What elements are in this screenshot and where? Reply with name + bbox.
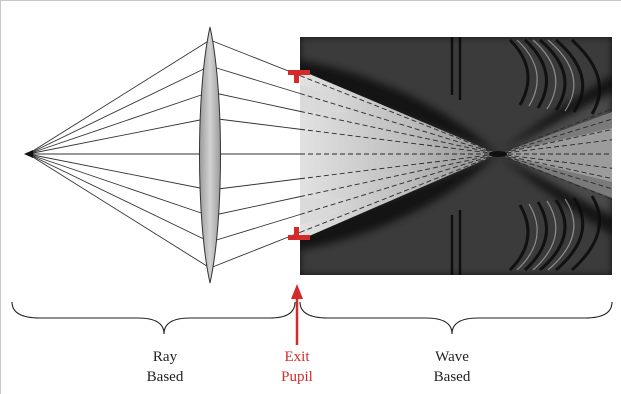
wave-ray (300, 110, 612, 179)
ray-label-line1: Ray (152, 349, 178, 365)
lens (199, 26, 221, 284)
wave-label-line2: Based (433, 369, 471, 385)
refracted-ray (209, 196, 301, 217)
exit-pupil-label: Exit Pupil (257, 347, 337, 387)
wave-based-brace (299, 301, 613, 335)
refracted-ray (209, 214, 301, 243)
wave-ray (300, 118, 612, 215)
exit-pupil-arrow (291, 284, 303, 345)
refracted-ray (209, 91, 301, 112)
wave-ray (300, 139, 612, 180)
incident-ray (27, 153, 211, 217)
refracted-ray (209, 117, 301, 130)
wave-ray (300, 129, 612, 198)
wave-ray (300, 93, 612, 190)
ray-lines (27, 39, 301, 269)
incident-ray (27, 65, 211, 155)
wave-field (300, 37, 612, 275)
exit-label-line2: Pupil (281, 369, 313, 385)
wave-based-label: Wave Based (407, 347, 497, 387)
exit-pupil-aperture (288, 70, 310, 240)
incident-ray (27, 153, 211, 243)
point-source (24, 150, 33, 158)
incident-ray (27, 91, 211, 155)
refracted-ray (209, 65, 301, 94)
incident-ray (27, 117, 211, 155)
incident-ray (27, 39, 211, 155)
refracted-ray (209, 39, 301, 77)
incident-ray (27, 153, 211, 191)
exit-label-line1: Exit (284, 349, 310, 365)
wave-label-line1: Wave (435, 349, 469, 365)
incident-ray (27, 153, 211, 269)
refracted-ray (209, 178, 301, 191)
refracted-ray (209, 231, 301, 269)
ray-label-line2: Based (146, 369, 184, 385)
ray-based-brace (11, 301, 296, 335)
wave-ray (300, 128, 612, 169)
ray-based-label: Ray Based (120, 347, 210, 387)
